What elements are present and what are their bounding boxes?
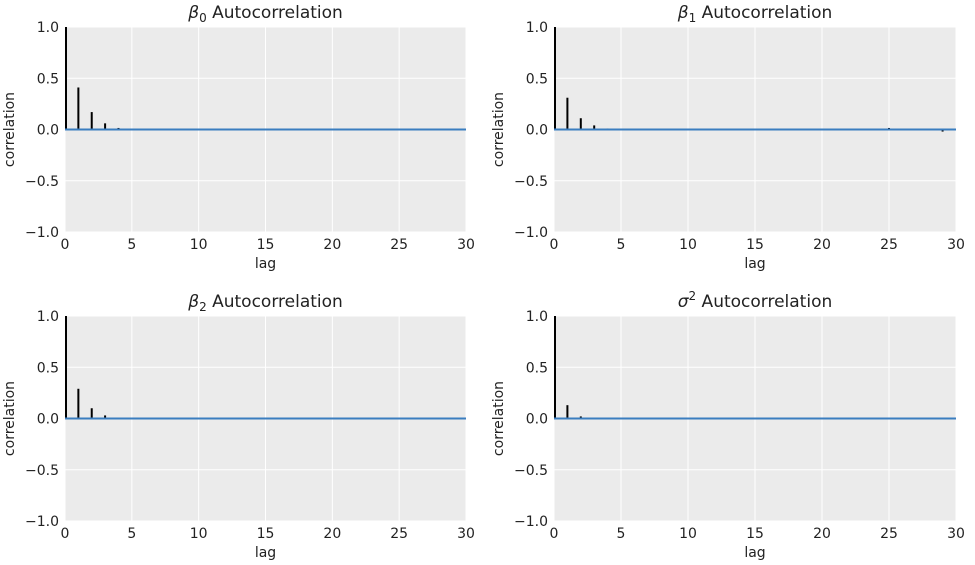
chart-title: β2 Autocorrelation (187, 292, 343, 314)
x-tick-label: 0 (550, 237, 559, 253)
y-tick-label: 0.5 (526, 360, 548, 376)
y-tick-label: −1.0 (25, 225, 59, 241)
x-tick-label: 30 (947, 526, 965, 542)
x-tick-label: 20 (323, 237, 341, 253)
x-tick-label: 20 (813, 237, 831, 253)
y-tick-label: −1.0 (514, 225, 548, 241)
y-tick-label: 1.0 (37, 309, 59, 325)
x-axis-label: lag (744, 256, 765, 272)
chart-panel-3: 0 5 10 15 20 25 30 −1.0 −0.5 0.0 0.5 1.0 lag correlat… (491, 289, 965, 561)
y-tick-label: 0.0 (526, 123, 548, 139)
y-tick-label: −0.5 (514, 174, 548, 190)
x-tick-label: 30 (457, 526, 475, 542)
x-tick-label: 30 (947, 237, 965, 253)
x-tick-label: 0 (61, 526, 70, 542)
x-tick-label: 15 (257, 237, 275, 253)
x-tick-label: 10 (679, 526, 697, 542)
x-tick-label: 0 (550, 526, 559, 542)
chart-panel-0: 0 5 10 15 20 25 30 −1.0 −0.5 0.0 0.5 1.0 lag correlat… (2, 3, 475, 272)
x-tick-label: 25 (880, 526, 898, 542)
chart-title: β1 Autocorrelation (677, 3, 833, 25)
chart-title: β0 Autocorrelation (187, 3, 343, 25)
y-tick-label: −0.5 (25, 174, 59, 190)
y-tick-label: 0.0 (37, 123, 59, 139)
x-tick-label: 25 (390, 237, 408, 253)
y-tick-label: 1.0 (37, 20, 59, 36)
x-tick-label: 15 (746, 526, 764, 542)
x-axis-label: lag (255, 256, 276, 272)
x-tick-label: 25 (390, 526, 408, 542)
chart-panel-2: 0 5 10 15 20 25 30 −1.0 −0.5 0.0 0.5 1.0 lag correlat… (2, 292, 475, 561)
x-tick-label: 25 (880, 237, 898, 253)
x-tick-label: 15 (257, 526, 275, 542)
y-axis-label: correlation (2, 381, 18, 456)
x-axis-label: lag (744, 545, 765, 561)
x-tick-label: 5 (127, 237, 136, 253)
chart-title: σ2 Autocorrelation (678, 289, 833, 312)
y-tick-label: −1.0 (25, 514, 59, 530)
chart-panel-1: 0 5 10 15 20 25 30 −1.0 −0.5 0.0 0.5 1.0 lag correlat… (491, 3, 965, 272)
x-tick-label: 5 (617, 526, 626, 542)
y-tick-label: 0.0 (526, 412, 548, 428)
y-axis-label: correlation (491, 92, 507, 167)
x-tick-label: 10 (190, 526, 208, 542)
x-tick-label: 10 (679, 237, 697, 253)
y-tick-label: −0.5 (514, 463, 548, 479)
y-tick-label: 0.5 (526, 71, 548, 87)
x-tick-label: 10 (190, 237, 208, 253)
x-tick-label: 5 (127, 526, 136, 542)
y-tick-label: 0.5 (37, 360, 59, 376)
x-tick-label: 20 (813, 526, 831, 542)
y-tick-label: 1.0 (526, 309, 548, 325)
y-axis-label: correlation (2, 92, 18, 167)
y-tick-label: −1.0 (514, 514, 548, 530)
y-tick-label: −0.5 (25, 463, 59, 479)
y-tick-label: 0.0 (37, 412, 59, 428)
x-tick-label: 20 (323, 526, 341, 542)
y-axis-label: correlation (491, 381, 507, 456)
y-tick-label: 1.0 (526, 20, 548, 36)
x-tick-label: 5 (617, 237, 626, 253)
y-tick-label: 0.5 (37, 71, 59, 87)
x-axis-label: lag (255, 545, 276, 561)
x-tick-label: 30 (457, 237, 475, 253)
x-tick-label: 0 (61, 237, 70, 253)
x-tick-label: 15 (746, 237, 764, 253)
